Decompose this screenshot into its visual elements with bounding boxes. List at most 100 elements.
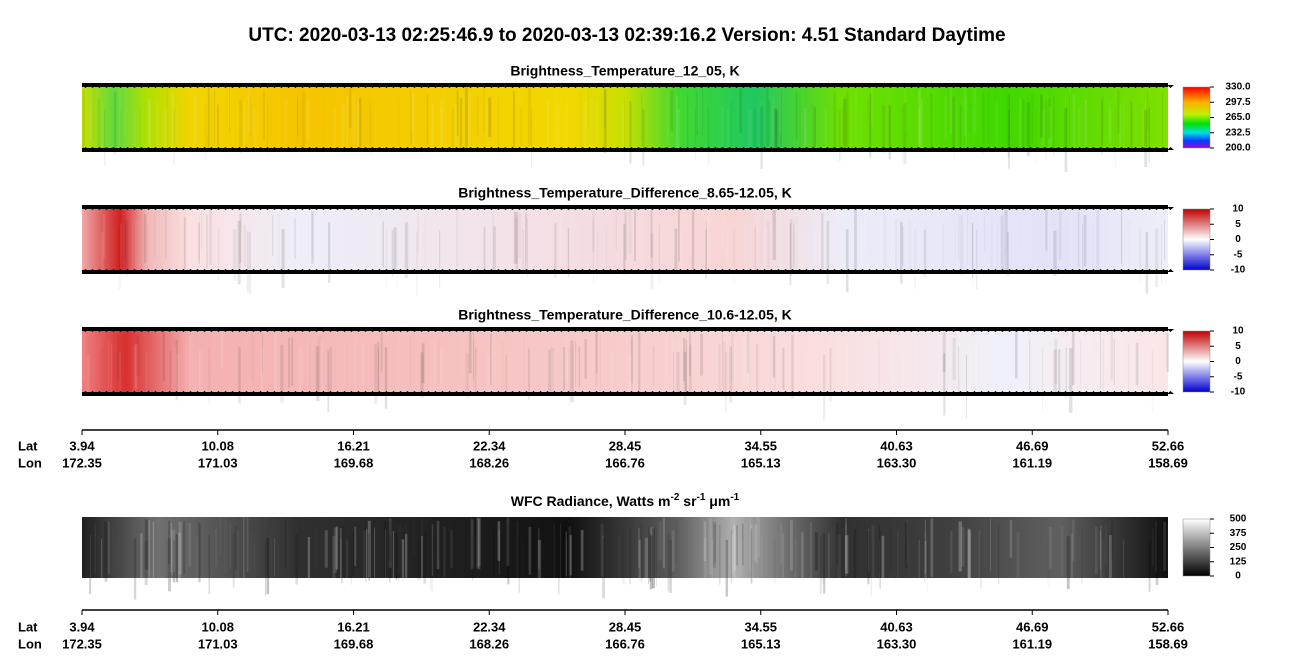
border-tooth bbox=[642, 207, 649, 210]
border-tooth bbox=[488, 85, 495, 88]
swath-texture bbox=[660, 227, 662, 290]
swath-texture bbox=[1117, 90, 1121, 134]
swath-texture bbox=[272, 214, 275, 263]
swath-texture bbox=[641, 92, 643, 141]
swath-texture bbox=[742, 523, 744, 566]
border-tooth bbox=[453, 391, 460, 394]
border-tooth bbox=[1034, 207, 1041, 210]
border-tooth bbox=[621, 391, 628, 394]
swath-texture bbox=[175, 339, 178, 401]
border-tooth bbox=[845, 85, 852, 88]
swath-texture bbox=[1119, 331, 1123, 389]
border-tooth bbox=[642, 269, 649, 272]
swath-texture bbox=[1115, 107, 1117, 169]
swath-texture bbox=[388, 520, 392, 561]
swath-texture bbox=[516, 211, 519, 275]
swath-texture bbox=[531, 109, 532, 169]
border-tooth bbox=[530, 329, 537, 332]
swath-texture bbox=[838, 110, 841, 162]
border-tooth bbox=[117, 85, 124, 88]
swath-texture bbox=[768, 100, 770, 143]
swath-texture bbox=[826, 220, 830, 285]
swath-texture bbox=[1123, 100, 1124, 159]
border-tooth bbox=[117, 391, 124, 394]
swath-texture bbox=[525, 207, 527, 262]
lat-tick-label: 3.94 bbox=[69, 438, 95, 453]
border-tooth bbox=[383, 85, 390, 88]
border-tooth bbox=[698, 85, 705, 88]
border-tooth bbox=[607, 329, 614, 332]
swath-texture bbox=[224, 521, 227, 573]
border-tooth bbox=[943, 391, 950, 394]
border-tooth bbox=[964, 269, 971, 272]
border-tooth bbox=[180, 391, 187, 394]
border-tooth bbox=[621, 329, 628, 332]
border-tooth bbox=[894, 269, 901, 272]
border-tooth bbox=[117, 147, 124, 150]
border-tooth bbox=[796, 391, 803, 394]
border-tooth bbox=[166, 269, 173, 272]
border-tooth bbox=[222, 329, 229, 332]
border-tooth bbox=[775, 85, 782, 88]
border-tooth bbox=[201, 85, 208, 88]
swath-texture bbox=[1003, 339, 1006, 379]
border-tooth bbox=[712, 269, 719, 272]
border-tooth bbox=[502, 85, 509, 88]
swath-texture bbox=[680, 232, 682, 279]
swath-texture bbox=[124, 85, 127, 135]
border-tooth bbox=[96, 329, 103, 332]
swath-texture bbox=[982, 90, 985, 155]
swath-texture bbox=[1108, 101, 1111, 142]
swath-texture bbox=[320, 341, 324, 391]
border-tooth bbox=[1125, 85, 1132, 88]
border-tooth bbox=[334, 391, 341, 394]
border-tooth bbox=[145, 207, 152, 210]
swath-texture bbox=[523, 345, 526, 389]
border-tooth bbox=[103, 147, 110, 150]
swath-texture bbox=[362, 342, 364, 384]
swath-texture bbox=[497, 521, 501, 561]
border-tooth bbox=[89, 147, 96, 150]
lat-tick-label: 28.45 bbox=[609, 438, 642, 453]
swath-texture bbox=[724, 351, 728, 413]
swath-texture bbox=[1053, 96, 1055, 156]
swath-texture bbox=[1053, 349, 1057, 395]
lat-tick-label: 22.34 bbox=[473, 619, 506, 634]
border-tooth bbox=[600, 85, 607, 88]
swath-texture bbox=[883, 212, 886, 262]
border-tooth bbox=[1006, 269, 1013, 272]
swath-texture bbox=[1118, 341, 1121, 393]
swath-texture bbox=[474, 347, 477, 393]
swath-texture bbox=[212, 102, 213, 147]
border-tooth bbox=[117, 207, 124, 210]
border-tooth bbox=[1020, 85, 1027, 88]
swath-texture bbox=[836, 211, 838, 251]
border-tooth bbox=[1013, 85, 1020, 88]
border-tooth bbox=[950, 207, 957, 210]
border-tooth bbox=[593, 147, 600, 150]
border-tooth bbox=[348, 391, 355, 394]
swath-texture bbox=[843, 98, 847, 149]
border-tooth bbox=[572, 207, 579, 210]
border-tooth bbox=[558, 147, 565, 150]
swath-texture bbox=[132, 346, 136, 402]
swath-texture bbox=[255, 210, 258, 260]
swath-texture bbox=[1069, 348, 1073, 413]
swath-texture bbox=[147, 99, 152, 163]
swath-texture bbox=[1125, 346, 1126, 390]
swath-texture bbox=[652, 346, 655, 387]
swath-texture bbox=[658, 521, 662, 561]
swath-texture bbox=[720, 330, 721, 385]
border-tooth bbox=[166, 147, 173, 150]
swath-texture bbox=[824, 105, 827, 149]
swath-texture bbox=[471, 519, 474, 569]
swath-texture bbox=[761, 340, 763, 380]
swath-texture bbox=[548, 349, 552, 396]
border-tooth bbox=[467, 391, 474, 394]
border-tooth bbox=[376, 329, 383, 332]
swath-texture bbox=[220, 329, 224, 370]
swath-texture bbox=[436, 520, 440, 570]
border-tooth bbox=[698, 269, 705, 272]
swath-texture bbox=[120, 110, 122, 152]
swath-texture bbox=[433, 338, 436, 400]
